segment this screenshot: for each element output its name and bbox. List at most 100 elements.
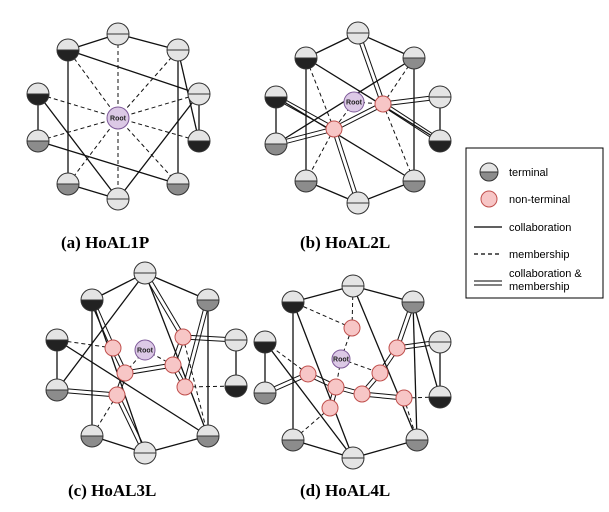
collaboration-edge [144, 272, 209, 437]
terminal-node-bottom-half [265, 97, 287, 108]
terminal-node-outline [80, 424, 104, 448]
terminal-node-top-half [347, 192, 369, 203]
terminal-node [428, 330, 452, 354]
terminal-node-top-half [197, 425, 219, 436]
membership-edge [67, 49, 119, 119]
terminal-node-bottom-half [167, 50, 189, 61]
terminal-node-top-half [225, 375, 247, 386]
terminal-node-top-half [480, 163, 498, 172]
terminal-node-bottom-half [347, 203, 369, 214]
terminal-node-outline [187, 129, 211, 153]
root-node-label: Root [333, 357, 350, 364]
legend-collab-membership-label-2: membership [509, 281, 570, 293]
legend-terminal-icon [479, 162, 499, 182]
terminal-node-bottom-half [347, 33, 369, 44]
terminal-node [80, 288, 104, 312]
terminal-node-bottom-half [27, 141, 49, 152]
diagram-panels: Root Root Root Root [26, 21, 452, 470]
panel-a: Root [26, 22, 211, 211]
non-terminal-node [353, 385, 371, 403]
terminal-node-top-half [429, 86, 451, 97]
collaboration-membership-edge [331, 129, 357, 204]
terminal-node-outline [253, 381, 277, 405]
terminal-node-top-half [107, 23, 129, 34]
terminal-node-outline [196, 424, 220, 448]
terminal-node [45, 328, 69, 352]
membership-edge [117, 49, 179, 119]
terminal-node-outline [264, 85, 288, 109]
terminal-node [80, 424, 104, 448]
terminal-node [253, 381, 277, 405]
terminal-node [56, 172, 80, 196]
terminal-node-top-half [429, 386, 451, 397]
terminal-node [402, 46, 426, 70]
terminal-node-bottom-half [57, 50, 79, 61]
terminal-node [133, 441, 157, 465]
terminal-node-bottom-half [254, 342, 276, 353]
terminal-node-bottom-half [188, 94, 210, 105]
terminal-node-bottom-half [197, 300, 219, 311]
terminal-node-top-half [46, 379, 68, 390]
terminal-node-outline [26, 129, 50, 153]
terminal-node-outline [45, 378, 69, 402]
collaboration-membership-edge [359, 32, 386, 104]
terminal-node-outline [428, 129, 452, 153]
terminal-node-top-half [81, 425, 103, 436]
collaboration-edge [352, 285, 418, 441]
membership-edge [37, 93, 119, 119]
non-terminal-node [321, 399, 339, 417]
terminal-node-bottom-half [27, 94, 49, 105]
terminal-node-bottom-half [197, 436, 219, 447]
collaboration-edge [56, 272, 146, 391]
terminal-node [346, 191, 370, 215]
collaboration-edge [37, 140, 179, 185]
terminal-node-bottom-half [295, 181, 317, 192]
terminal-node-outline [428, 330, 452, 354]
terminal-node [166, 172, 190, 196]
terminal-node-outline [196, 288, 220, 312]
caption-a: (a) HoAL1P [61, 233, 149, 252]
root-node-label: Root [346, 100, 363, 107]
non-terminal-node [299, 365, 317, 383]
terminal-node [133, 261, 157, 285]
terminal-node-top-half [403, 170, 425, 181]
terminal-node-outline [166, 172, 190, 196]
terminal-node-top-half [167, 39, 189, 50]
terminal-node-outline [45, 328, 69, 352]
terminal-node-bottom-half [282, 440, 304, 451]
terminal-node-top-half [81, 289, 103, 300]
terminal-node [479, 162, 499, 182]
terminal-node [428, 385, 452, 409]
terminal-node-outline [133, 441, 157, 465]
root-node [134, 339, 156, 361]
terminal-node-bottom-half [57, 184, 79, 195]
panel-d: Root [253, 274, 452, 470]
terminal-node-outline [294, 169, 318, 193]
terminal-node-outline [346, 191, 370, 215]
terminal-node-outline [341, 446, 365, 470]
terminal-node-bottom-half [295, 58, 317, 69]
terminal-node-bottom-half [429, 97, 451, 108]
terminal-node-outline [402, 46, 426, 70]
terminal-node [224, 374, 248, 398]
terminal-node-top-half [27, 130, 49, 141]
terminal-node [428, 85, 452, 109]
non-terminal-node [327, 378, 345, 396]
terminal-node-bottom-half [46, 340, 68, 351]
membership-edge [305, 57, 335, 130]
terminal-node-bottom-half [282, 302, 304, 313]
terminal-node-bottom-half [342, 458, 364, 469]
non-terminal-node [325, 120, 343, 138]
terminal-node [56, 38, 80, 62]
legend-non-terminal-label: non-terminal [509, 194, 570, 206]
non-terminal-node [374, 95, 392, 113]
non-terminal-node [164, 356, 182, 374]
collaboration-membership-edge [381, 105, 440, 144]
terminal-node [45, 378, 69, 402]
terminal-node-top-half [429, 331, 451, 342]
terminal-node-bottom-half [107, 34, 129, 45]
terminal-node-top-half [167, 173, 189, 184]
legend-terminal-label: terminal [509, 167, 548, 179]
collaboration-edge [412, 301, 441, 398]
terminal-node-bottom-half [403, 58, 425, 69]
